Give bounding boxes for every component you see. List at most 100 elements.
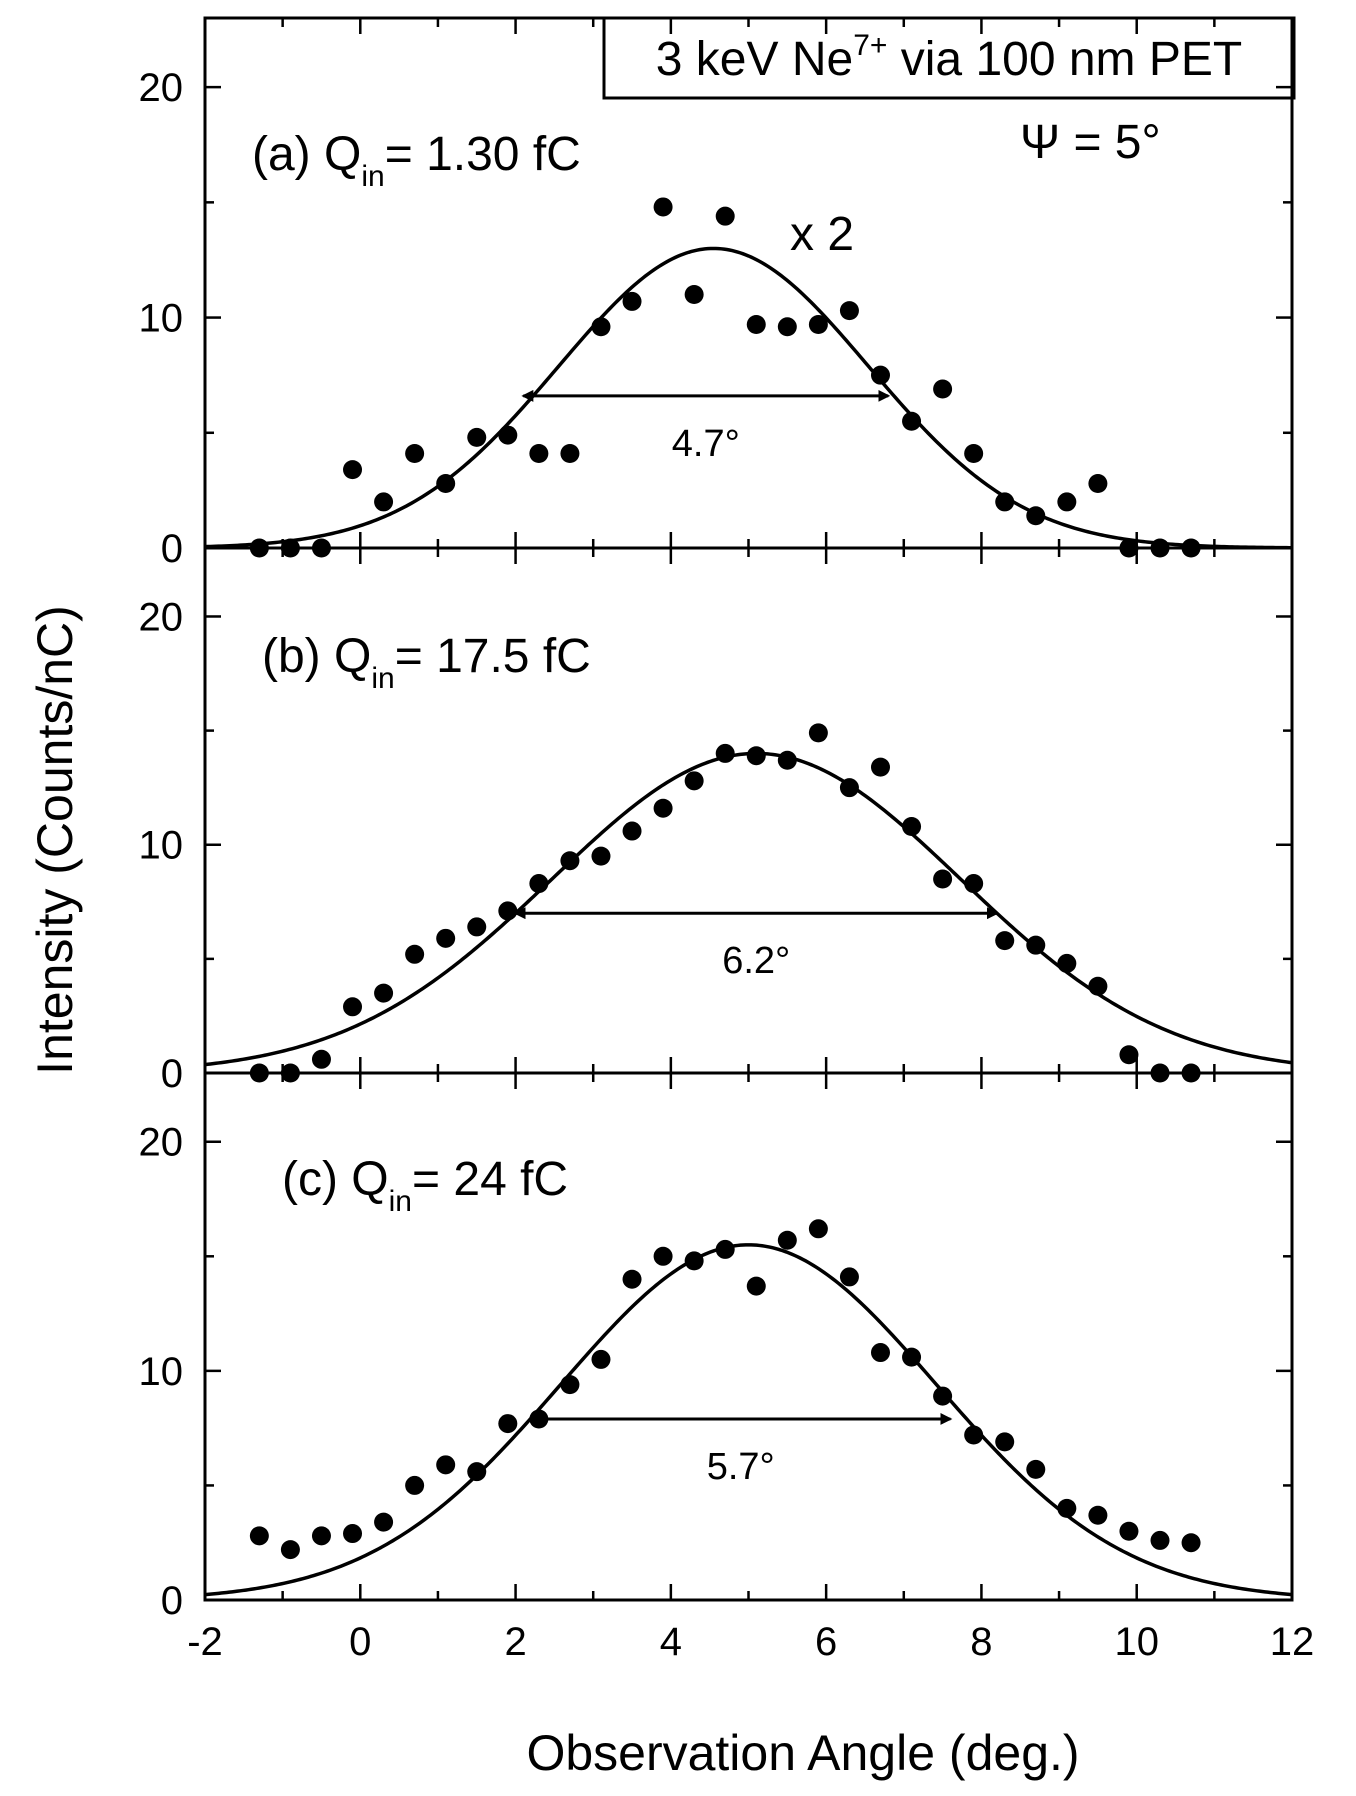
panel-a-y-tick-label: 0	[161, 527, 183, 571]
x-tick-label: 10	[1114, 1620, 1159, 1664]
x-tick-label: 2	[504, 1620, 526, 1664]
panel-c-data-point	[964, 1425, 984, 1445]
panel-c-data-point	[280, 1540, 300, 1560]
panel-b-label-subscript: in	[371, 662, 394, 695]
panel-a-fit-curve	[205, 246, 1292, 548]
panel-a: 0 10 20 4.7° (a) Qin= 1.30 fC x 2	[139, 16, 1294, 571]
panel-c-y-tick-label: 20	[139, 1121, 184, 1165]
panel-b-y-tick-label: 10	[139, 824, 184, 868]
panel-a-data-point	[839, 301, 859, 321]
panel-b-fit-curve	[205, 751, 1292, 1067]
panel-a-y-tick-label: 10	[139, 297, 184, 341]
panel-b-data-point	[995, 931, 1015, 951]
panel-a-data-point	[653, 197, 673, 217]
x-tick-label: 0	[349, 1620, 371, 1664]
panel-b-data-point	[1119, 1045, 1139, 1065]
panel-b-fwhm-label: 6.2°	[722, 940, 790, 982]
panel-c-label-suffix: = 24 fC	[412, 1153, 568, 1206]
panel-b-data-point	[964, 874, 984, 894]
panel-a-data-point	[715, 206, 735, 226]
panel-c-data-point	[374, 1512, 394, 1532]
panel-b-data-point	[902, 816, 922, 836]
panel-b-frame	[203, 546, 1294, 1075]
panel-c-data-point	[777, 1230, 797, 1250]
panel-a-data-point	[529, 444, 549, 464]
panel-c-data-point	[1057, 1498, 1077, 1518]
panel-c-data-point	[902, 1347, 922, 1367]
panel-a-label-subscript: in	[361, 160, 384, 193]
panel-a-data-point	[964, 444, 984, 464]
panel-c-data-point	[1119, 1521, 1139, 1541]
panel-c-data-point	[498, 1414, 518, 1434]
panel-b-data-point	[560, 851, 580, 871]
panel-a-data-point	[933, 379, 953, 399]
panel-b-data-point	[1026, 935, 1046, 955]
x-axis-title: Observation Angle (deg.)	[526, 1725, 1079, 1781]
panel-c-data-point	[870, 1343, 890, 1363]
x-tick-label: 4	[660, 1620, 682, 1664]
panel-c: 0 10 20 5.7° (c) Qin= 24 fC	[139, 1071, 1294, 1623]
panel-c-y-tick-label: 0	[161, 1579, 183, 1623]
panel-c-data-point	[746, 1276, 766, 1296]
panel-a-data-point	[902, 411, 922, 431]
panel-b-label-suffix: = 17.5 fC	[395, 630, 591, 683]
panel-a-label-suffix: = 1.30 fC	[385, 128, 581, 181]
panel-c-data-point	[1088, 1505, 1108, 1525]
panel-a-data-point	[1088, 473, 1108, 493]
title-box: 3 keV Ne7+ via 100 nm PET	[602, 16, 1296, 100]
panel-a-data-point	[622, 291, 642, 311]
panel-c-y-tick-label: 10	[139, 1350, 184, 1394]
panel-a-data-point	[498, 425, 518, 445]
panel-b-data-point	[715, 743, 735, 763]
panel-c-data-point	[467, 1462, 487, 1482]
panel-b-data-point	[808, 723, 828, 743]
panel-b-data-point	[343, 997, 363, 1017]
panel-b-data-point	[870, 757, 890, 777]
panel-b-label-prefix: (b) Q	[262, 630, 371, 683]
panel-c-data-point	[249, 1526, 269, 1546]
panel-b-data-point	[311, 1049, 331, 1069]
panel-c-data-point	[343, 1524, 363, 1544]
panel-c-data-point	[1181, 1533, 1201, 1553]
panel-c-data-point	[1026, 1459, 1046, 1479]
panel-a-data-point	[1026, 506, 1046, 526]
panel-b-data-point	[405, 944, 425, 964]
panel-a-data-point	[467, 427, 487, 447]
panel-c-label-prefix: (c) Q	[282, 1153, 389, 1206]
panel-b-data-point	[653, 798, 673, 818]
panel-a-data-point	[746, 314, 766, 334]
chart-title-base: 3 keV Ne	[656, 33, 853, 86]
y-axis-title: Intensity (Counts/nC)	[27, 605, 83, 1075]
panel-b-label: (b) Qin= 17.5 fC	[262, 630, 591, 695]
x-tick-label: 6	[815, 1620, 837, 1664]
panel-c-data-point	[405, 1475, 425, 1495]
panel-c-data-point	[653, 1246, 673, 1266]
panel-a-y-tick-label: 20	[139, 66, 184, 110]
panel-b-data-point	[839, 778, 859, 798]
panel-b-data-point	[684, 771, 704, 791]
panel-b-data-point	[529, 874, 549, 894]
panel-c-fit-curve	[205, 1243, 1292, 1597]
panel-b-data-point	[933, 869, 953, 889]
panel-b-data-point	[436, 928, 456, 948]
panel-c-data-point	[839, 1267, 859, 1287]
panel-b-data-point	[1088, 976, 1108, 996]
panel-c-data-point	[436, 1455, 456, 1475]
x-tick-label: 12	[1270, 1620, 1315, 1664]
panel-a-data-point	[808, 314, 828, 334]
chart-title: 3 keV Ne7+ via 100 nm PET	[656, 29, 1242, 86]
panel-a-data-point	[343, 460, 363, 480]
panel-a-scale-note: x 2	[790, 208, 854, 261]
tilt-angle-label: Ψ = 5°	[1020, 116, 1161, 169]
panel-c-data-point	[995, 1432, 1015, 1452]
panel-b-data-point	[467, 917, 487, 937]
chart-title-superscript: 7+	[853, 29, 887, 62]
panel-a-data-point	[684, 285, 704, 305]
panel-a-data-point	[995, 492, 1015, 512]
panel-a-data-point	[560, 444, 580, 464]
panel-a-data-point	[591, 317, 611, 337]
panel-c-data-point	[311, 1526, 331, 1546]
panel-a-label: (a) Qin= 1.30 fC	[252, 128, 581, 193]
panel-b-data-point	[622, 821, 642, 841]
panel-b-data-point	[777, 750, 797, 770]
